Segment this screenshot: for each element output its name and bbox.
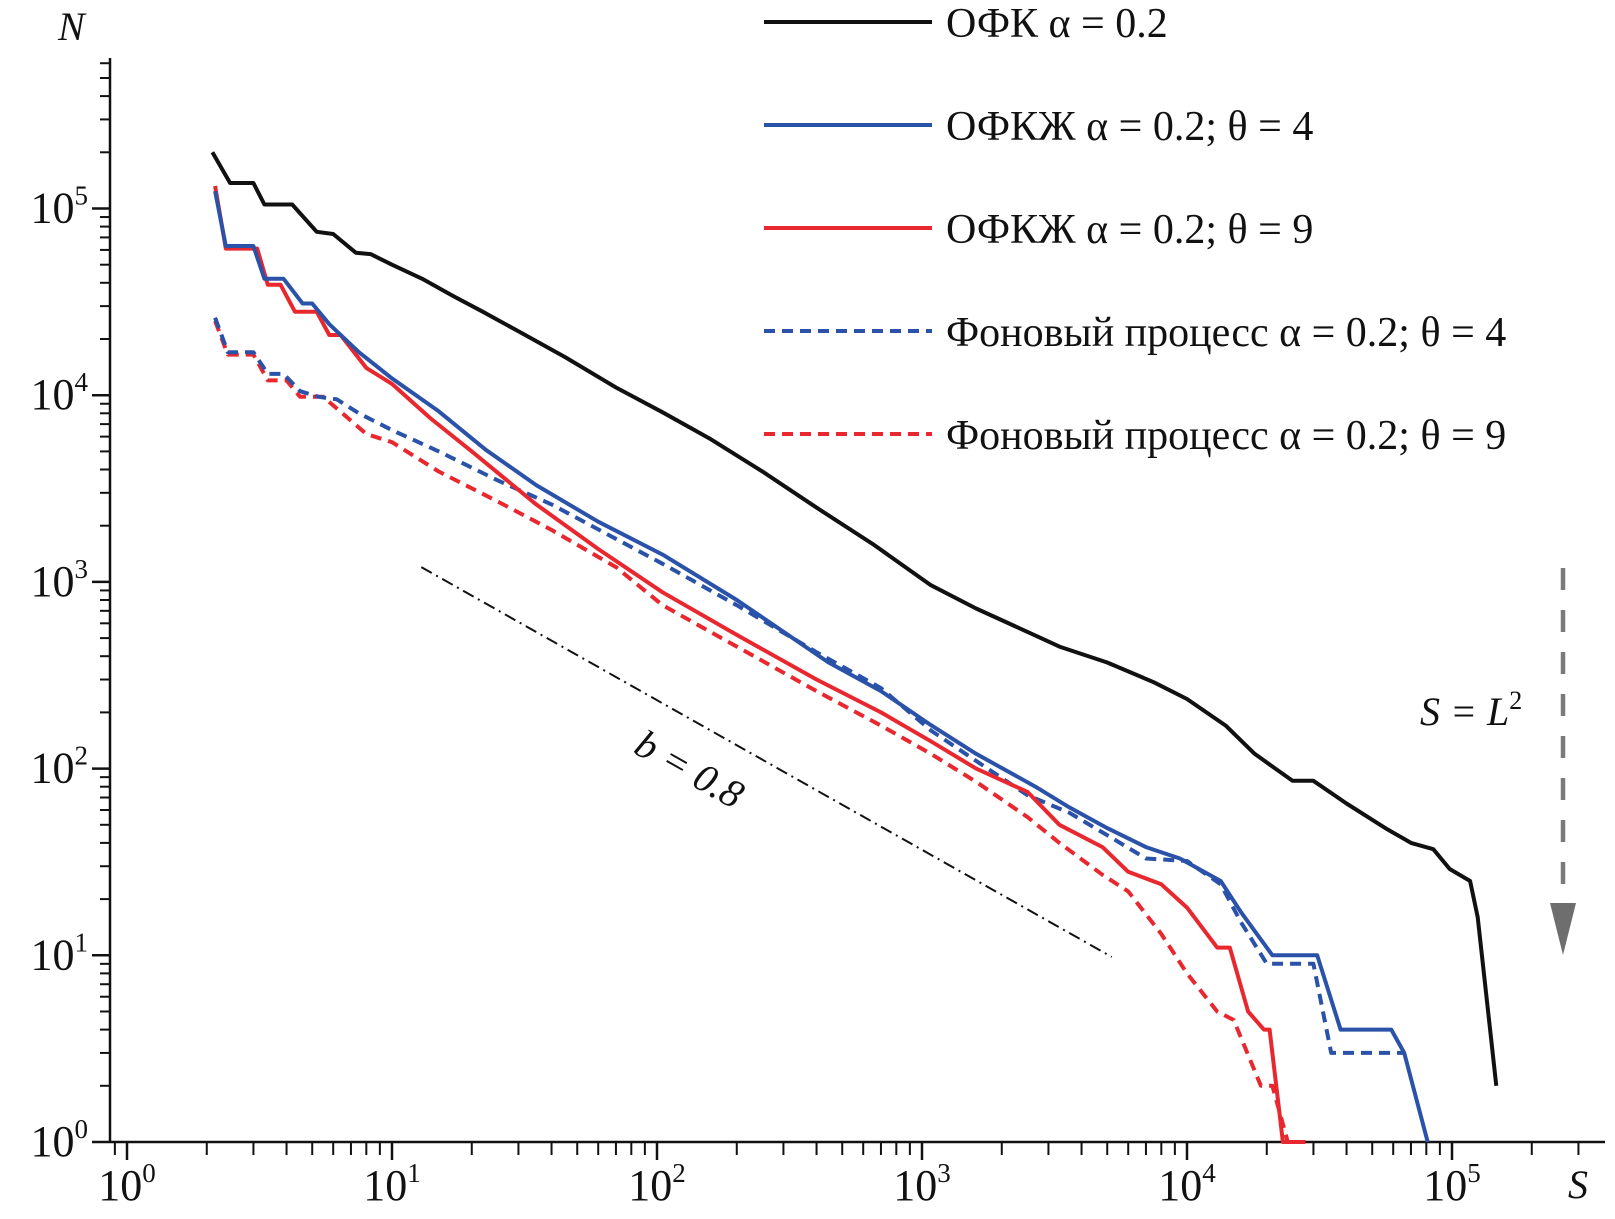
y-tick-label: 102	[31, 741, 89, 793]
y-tick-label: 100	[31, 1114, 89, 1166]
legend-label: Фоновый процесс α = 0.2; θ = 9	[946, 413, 1506, 459]
x-tick-label: 103	[893, 1158, 951, 1210]
cutoff-label: S = L2	[1420, 686, 1522, 734]
x-tick-label: 102	[628, 1158, 686, 1210]
y-axis-title: N	[57, 4, 87, 49]
legend-label: ОФКЖ α = 0.2; θ = 9	[946, 207, 1313, 253]
x-tick-label: 101	[363, 1158, 421, 1210]
reference-line	[420, 566, 1113, 958]
y-ticks: 100 101 102 103 104 105	[31, 62, 110, 1166]
legend-label: ОФКЖ α = 0.2; θ = 4	[946, 104, 1313, 150]
power-law-reference-line	[420, 566, 1113, 958]
x-tick-label: 105	[1423, 1158, 1481, 1210]
cutoff-arrow	[1550, 568, 1576, 955]
series-line-2	[213, 185, 1306, 1144]
x-ticks: 100 101 102 103 104 105	[98, 1142, 1580, 1210]
y-tick-label: 103	[31, 554, 89, 606]
series-line-0	[210, 151, 1499, 1087]
legend: ОФК α = 0.2 ОФКЖ α = 0.2; θ = 4 ОФКЖ α = 0…	[764, 1, 1506, 459]
y-tick-label: 101	[31, 927, 89, 979]
series-line-1	[213, 190, 1430, 1143]
power-law-reference-label: b = 0.8	[628, 721, 752, 818]
series-line-4	[213, 320, 1290, 1143]
x-tick-label: 100	[98, 1158, 156, 1210]
legend-label: Фоновый процесс α = 0.2; θ = 4	[946, 310, 1506, 356]
y-tick-label: 104	[31, 367, 89, 419]
legend-label: ОФК α = 0.2	[946, 1, 1168, 47]
x-tick-label: 104	[1158, 1158, 1216, 1210]
cutoff-arrow-head	[1550, 903, 1576, 955]
series-group	[210, 151, 1499, 1144]
x-axis-title: S	[1568, 1162, 1588, 1207]
y-tick-label: 105	[31, 181, 89, 233]
